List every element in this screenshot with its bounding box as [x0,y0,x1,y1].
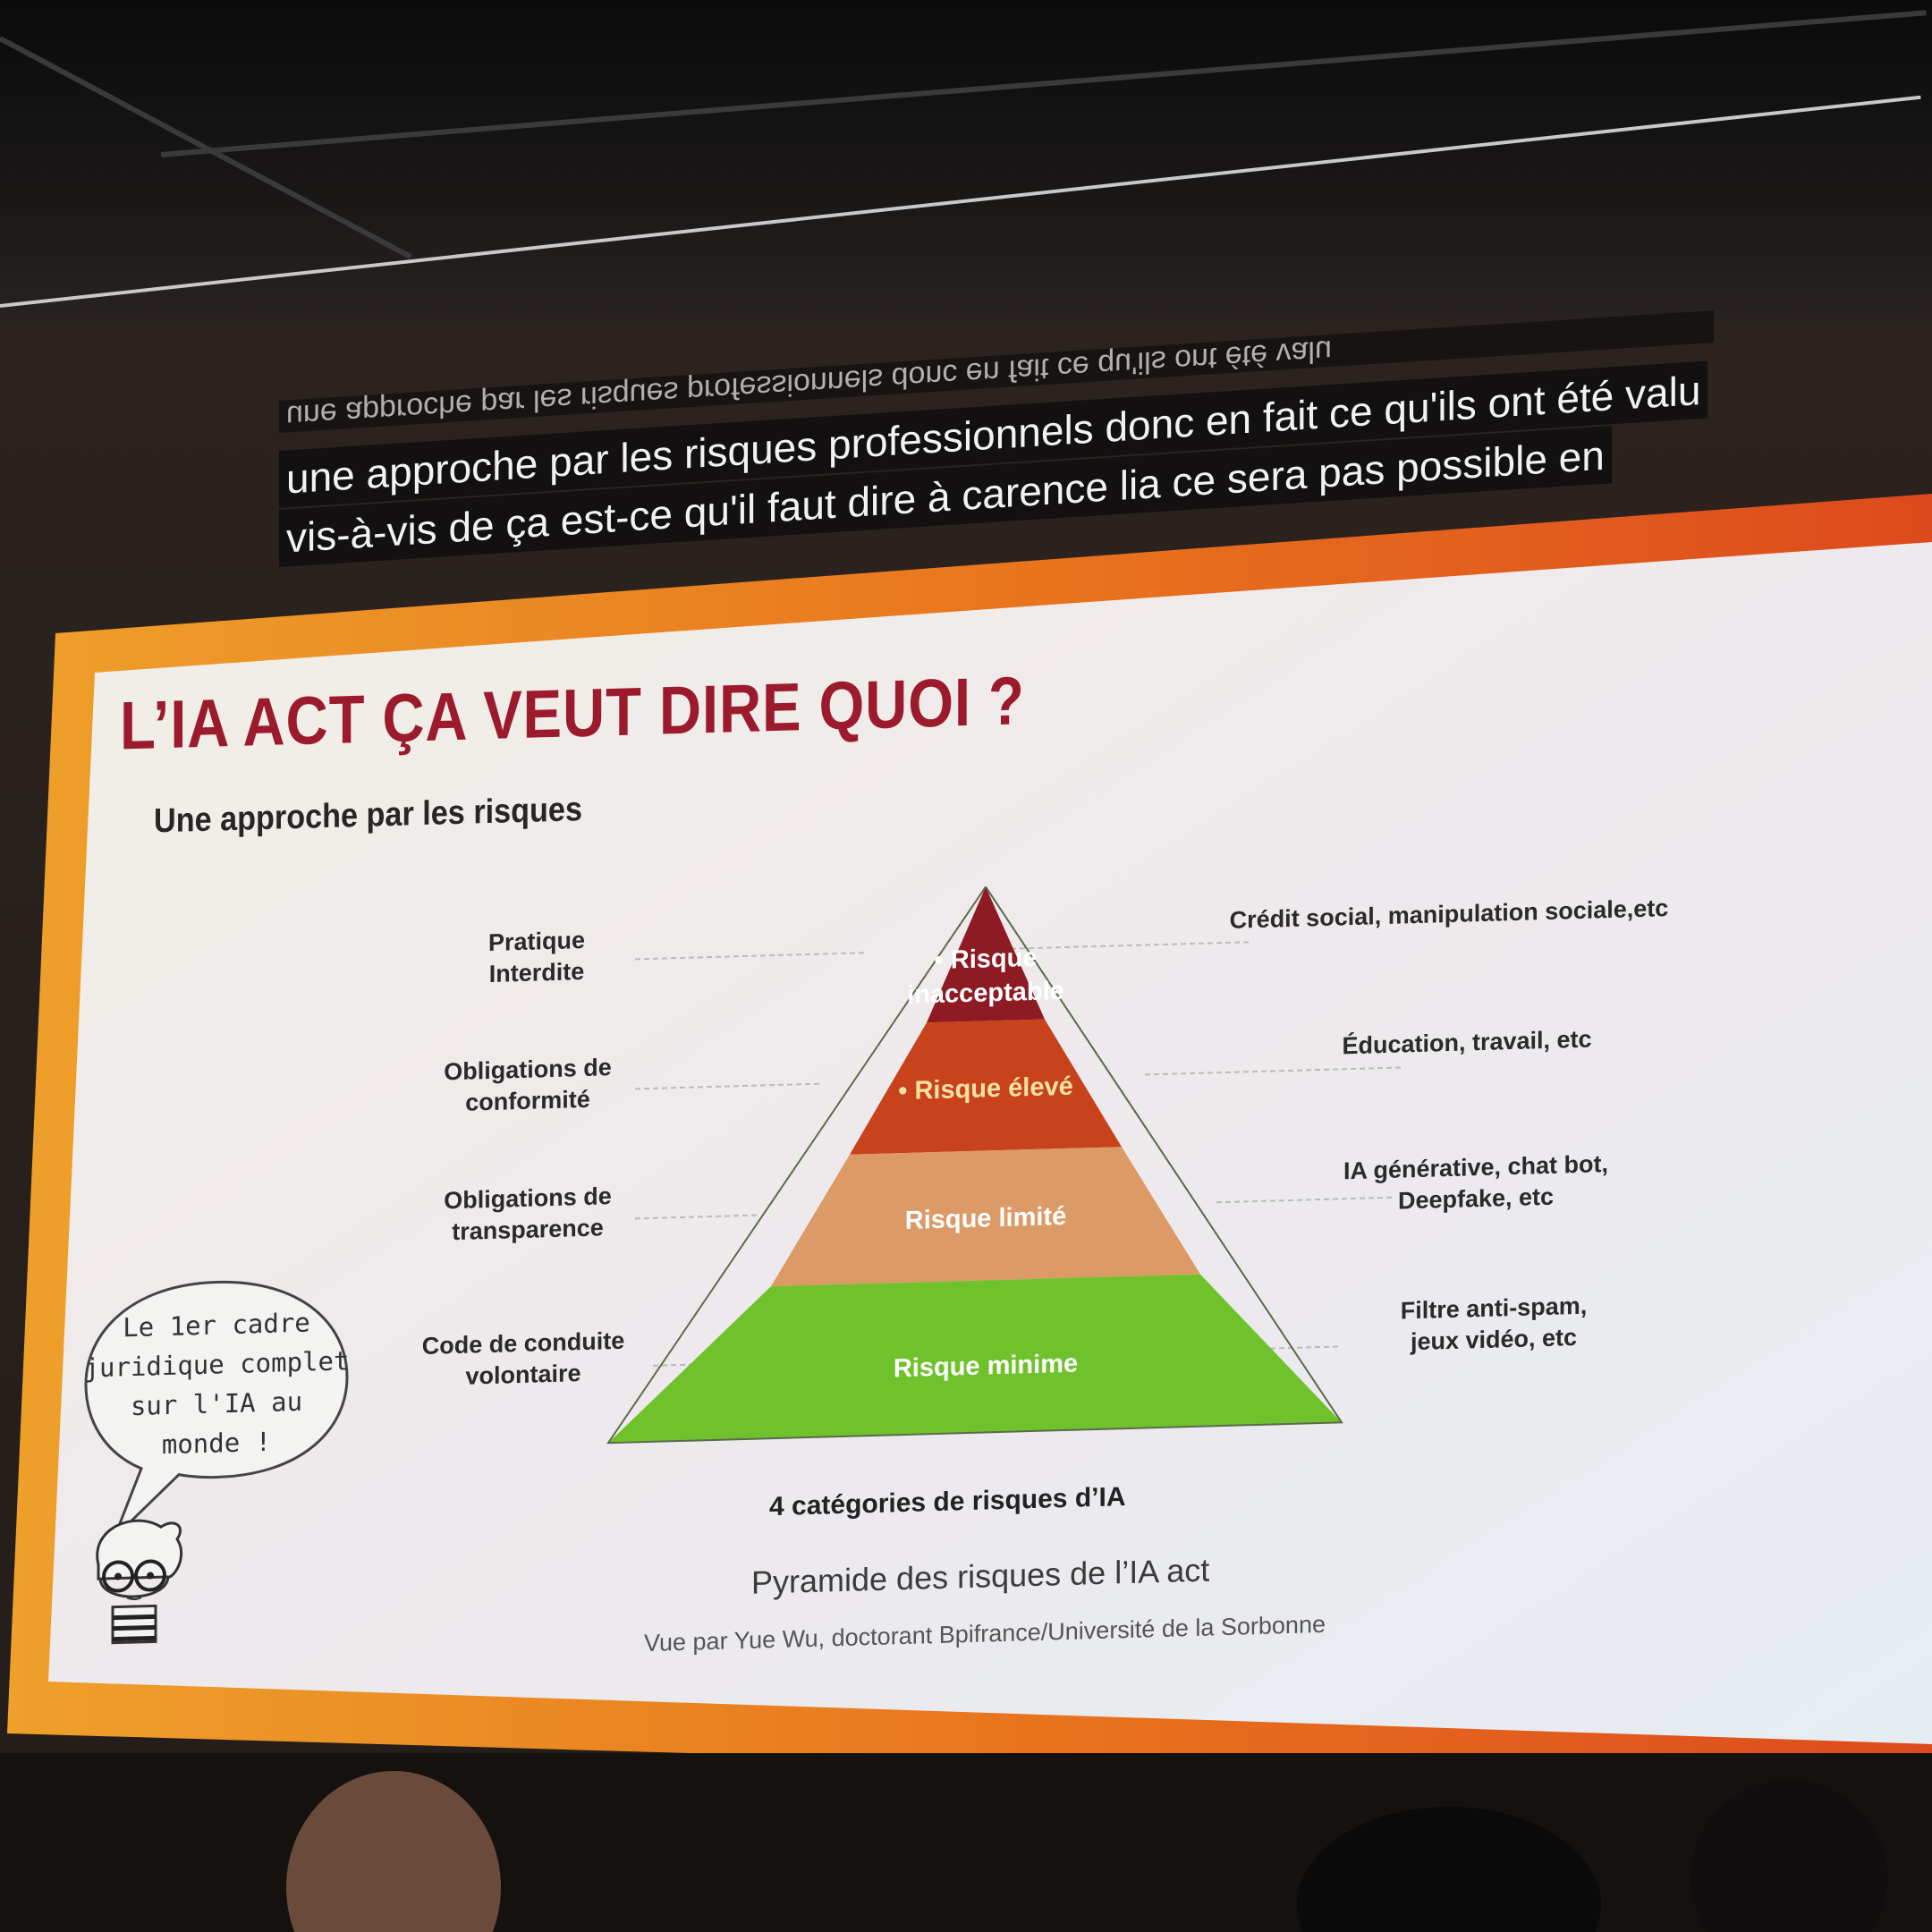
slide-credit: Vue par Yue Wu, doctorant Bpifrance/Univ… [644,1610,1326,1657]
right-label-ia-generative: IA générative, chat bot, Deepfake, etc [1343,1150,1609,1215]
audience-head [286,1771,501,1932]
speech-bubble-shape [84,1280,349,1538]
guide-line [635,1082,823,1090]
guide-line [1216,1196,1395,1204]
audience-head [1297,1807,1601,1932]
pyramid-label-eleve: • Risque élevé [898,1072,1072,1106]
pyramid-level-inacceptable [927,886,1045,1023]
pyramid-level-eleve [850,1019,1122,1155]
audience-head [1690,1780,1887,1932]
pyramid-outline [606,886,1343,1445]
slide-subtitle: Une approche par les risques [154,791,582,841]
slide-title: L’IA ACT ÇA VEUT DIRE QUOI ? [120,663,1025,765]
audience-heads [0,1753,1932,1932]
pyramid-caption: 4 catégories de risques d’IA [769,1482,1126,1522]
slide-content: L’IA ACT ÇA VEUT DIRE QUOI ? Une approch… [72,574,1932,1735]
pyramid-level-limite [771,1147,1200,1287]
pyramid-label-inacceptable-1: • Risque [935,944,1038,975]
pyramid-label-minime: Risque minime [894,1350,1078,1384]
guide-line [993,941,1252,951]
ceiling [0,0,1932,340]
risk-pyramid: • Risque inacceptable • Risque élevé Ris… [606,886,1404,1445]
guide-line [1145,1066,1404,1076]
slide-caption: Pyramide des risques de l’IA act [751,1551,1210,1601]
speech-bubble-text: Le 1er cadre juridique complet sur l'IA … [83,1307,350,1461]
guide-line [635,1214,760,1220]
pyramid-label-limite: Risque limité [905,1202,1066,1235]
pyramid-label-inacceptable-2: inacceptable [907,977,1064,1010]
right-label-filtre: Filtre anti-spam, jeux vidéo, etc [1400,1292,1588,1356]
pyramid-level-minime [608,1274,1342,1444]
cartoon-character [96,1519,182,1645]
speech-bubble: Le 1er cadre juridique complet sur l'IA … [79,1271,354,1538]
guide-line [635,952,868,961]
guide-line [1270,1345,1342,1350]
